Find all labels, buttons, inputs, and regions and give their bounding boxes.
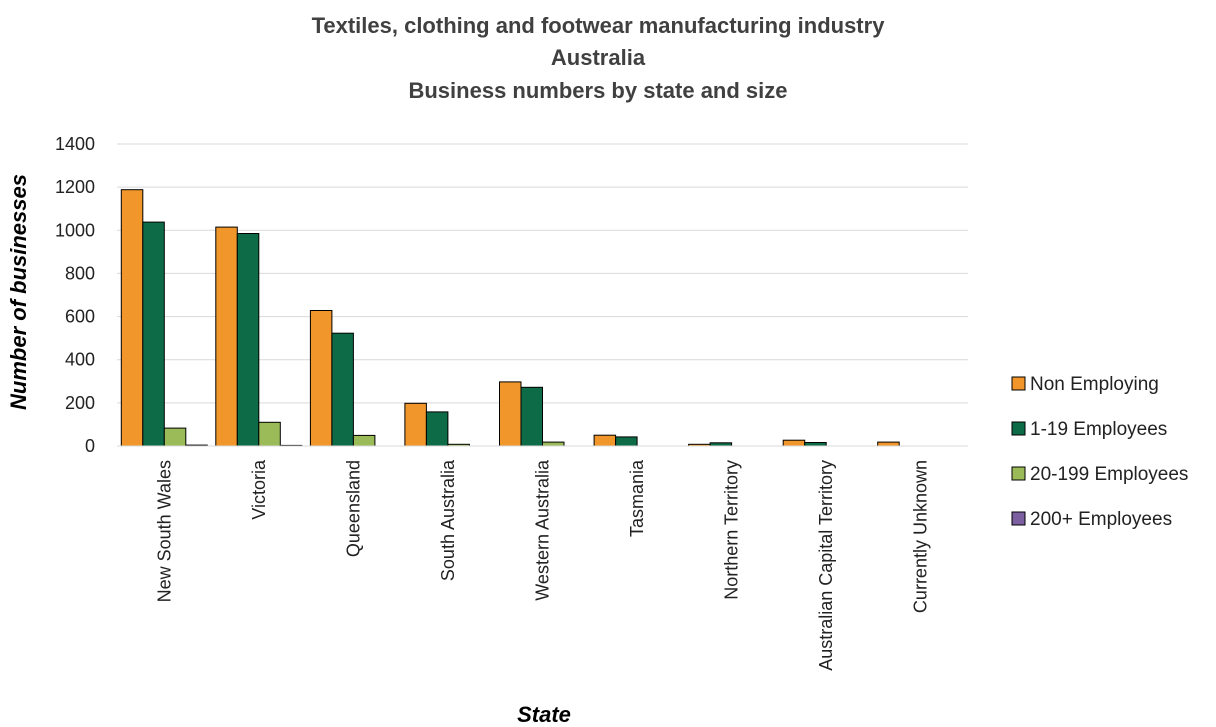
chart-title-line-1: Textiles, clothing and footwear manufact… [312,13,886,38]
bar-1-19-employees-western-australia [520,386,543,447]
legend-label-1-19-employees: 1-19 Employees [1030,419,1167,440]
bar-1-19-employees-australian-capital-territory [804,442,827,447]
y-tick-label: 400 [65,350,95,370]
bar-non-employing-south-australia [404,402,427,447]
bar-1-19-employees-queensland [331,332,354,447]
legend-swatch-200-employees [1011,511,1026,526]
bar-group-currently-unknown [877,441,900,447]
y-tick-label: 1200 [55,177,95,197]
bar-20-199-employees-western-australia [542,441,565,447]
y-axis-ticks: 0 200 400 600 800 1000 1200 1400 [55,134,95,456]
y-tick-label: 600 [65,307,95,327]
bar-non-employing-new-south-wales [120,189,144,447]
x-category-label-tasmania: Tasmania [627,459,647,537]
chart-title-line-3: Business numbers by state and size [408,78,787,103]
legend-label-non-employing: Non Employing [1030,374,1159,395]
bar-1-19-employees-tasmania [615,436,638,447]
x-category-label-western-australia: Western Australia [533,459,553,601]
legend-label-200-employees: 200+ Employees [1030,509,1172,530]
bar-group-tasmania [593,434,638,447]
bar-group-queensland [309,310,376,447]
bar-20-199-employees-new-south-wales [163,427,187,447]
bar-group-south-australia [404,402,470,447]
bars [120,189,900,447]
x-category-label-victoria: Victoria [249,459,269,520]
bar-group-australian-capital-territory [782,439,827,447]
x-category-label-northern-territory: Northern Territory [722,460,742,600]
bar-non-employing-victoria [215,226,238,447]
chart-title: Textiles, clothing and footwear manufact… [312,13,886,103]
y-tick-label: 1400 [55,134,95,154]
bar-20-199-employees-queensland [352,434,376,447]
x-category-label-australian-capital-territory: Australian Capital Territory [816,460,836,671]
y-tick-label: 0 [85,436,95,456]
x-category-label-new-south-wales: New South Wales [154,460,174,602]
bar-non-employing-currently-unknown [877,441,900,447]
x-axis-category-labels: New South Wales Victoria Queensland South A… [154,459,930,671]
bar-non-employing-tasmania [593,434,617,447]
bar-group-western-australia [499,381,565,447]
bar-20-199-employees-victoria [258,421,281,447]
x-category-label-south-australia: South Australia [438,459,458,581]
chart-title-line-2: Australia [551,45,646,70]
legend-swatch-1-19-employees [1011,421,1026,436]
legend-swatch-20-199-employees [1011,466,1026,481]
bar-group-victoria [215,226,303,447]
bar-1-19-employees-victoria [236,233,260,447]
bar-group-new-south-wales [120,189,208,447]
y-tick-label: 200 [65,393,95,413]
y-tick-label: 800 [65,263,95,283]
legend-label-20-199-employees: 20-199 Employees [1030,464,1188,485]
legend: Non Employing 1-19 Employees 20-199 Employ… [1011,374,1188,530]
y-axis-title: Number of businesses [6,174,31,410]
bar-1-19-employees-new-south-wales [142,221,165,447]
x-category-label-currently-unknown: Currently Unknown [911,460,931,613]
bar-1-19-employees-south-australia [425,411,449,447]
bar-non-employing-queensland [309,310,333,447]
bar-non-employing-western-australia [499,381,522,447]
bar-non-employing-australian-capital-territory [782,439,806,447]
legend-swatch-non-employing [1011,376,1026,391]
x-axis-title: State [517,702,571,727]
x-category-label-queensland: Queensland [343,460,363,557]
y-tick-label: 1000 [55,220,95,240]
